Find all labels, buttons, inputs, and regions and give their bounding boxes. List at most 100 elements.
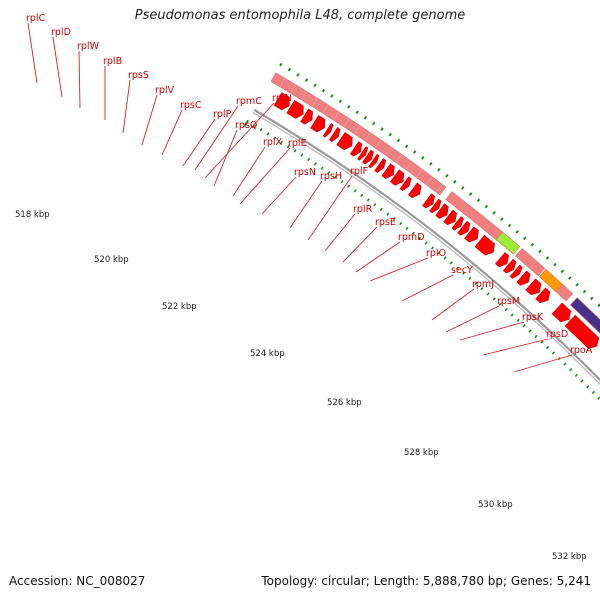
outer-tick [560, 269, 565, 274]
gene-arrow [509, 264, 523, 279]
outer-tick [530, 243, 535, 247]
gene-label: rpsD [546, 329, 568, 340]
scale-tick [411, 231, 415, 235]
scale-tick [468, 276, 472, 280]
gene-arrow [564, 314, 600, 349]
scale-tick [307, 157, 311, 162]
scale-tick [243, 119, 249, 127]
gene-arrow [429, 198, 442, 214]
outer-tick [404, 144, 409, 149]
gene-arrow [525, 278, 542, 296]
leader-line [431, 288, 475, 321]
scale-tick [353, 189, 357, 193]
outer-tick [468, 192, 473, 196]
leader-line [342, 226, 378, 263]
scale-tick [300, 153, 304, 157]
outer-tick [413, 150, 417, 154]
leader-line [445, 305, 500, 333]
leader-line [141, 94, 158, 146]
scale-tick [273, 136, 277, 140]
scale-tick [580, 379, 584, 383]
scale-labels: 518 kbp 520 kbp 522 kbp 524 kbp 526 kbp 528 k… [15, 210, 587, 562]
scale-tick [392, 217, 396, 221]
outer-tick [484, 204, 489, 209]
scale-tick [280, 140, 284, 144]
gene-arrow [457, 220, 471, 236]
cds-division [374, 139, 382, 149]
gene-label: rplN [272, 93, 292, 104]
gene-arrow [443, 209, 457, 226]
gene-arrow [374, 158, 387, 173]
gene-arrows [273, 92, 600, 349]
gene-arrow [310, 114, 326, 133]
outer-tick [388, 132, 392, 137]
scale-tick [591, 390, 595, 395]
outer-tick [553, 262, 557, 267]
gene-label: rpsH [320, 171, 342, 182]
gene-label: rplF [350, 166, 368, 177]
gene-label: rpmC [236, 96, 262, 107]
scale-tick [563, 362, 567, 366]
gene-label: rplX [263, 137, 283, 148]
scale-tick [546, 345, 550, 350]
leader-line [161, 109, 183, 156]
outer-tick [437, 167, 441, 172]
outer-tick [347, 104, 351, 109]
outer-tick [507, 223, 512, 228]
gene-label: rpsC [180, 100, 202, 111]
outer-tick [363, 116, 368, 120]
scale-tick [313, 162, 317, 166]
cds-division [343, 118, 350, 128]
gene-label: rplW [77, 41, 100, 52]
gene-arrow [502, 258, 517, 274]
gene-label: rplP [213, 109, 232, 120]
outer-tick [380, 127, 384, 131]
leader-line [324, 213, 356, 252]
outer-tick [538, 249, 542, 254]
scale-tick [320, 166, 324, 170]
scale-tick [498, 302, 502, 306]
cds-segment [495, 231, 521, 255]
gene-arrow [389, 169, 405, 186]
scale-tick [474, 281, 478, 286]
scale-tick [586, 385, 590, 389]
leader-line [213, 129, 238, 187]
leader-line [401, 274, 454, 302]
scale-tick [424, 241, 428, 245]
gene-label: rpsN [294, 167, 316, 178]
scale-tick [480, 286, 484, 291]
backbone-line [252, 111, 600, 386]
cds-division [322, 104, 329, 114]
label-leader-lines [27, 22, 573, 373]
cds-segment [555, 283, 574, 302]
scale-label: 530 kbp [478, 500, 513, 510]
accession-text: Accession: NC_008027 [9, 574, 146, 588]
gene-arrow [451, 216, 464, 231]
gene-arrow [328, 127, 341, 143]
scale-tick [293, 149, 297, 153]
scale-tick [504, 307, 508, 312]
scale-tick [449, 261, 453, 265]
gene-label: rplD [51, 27, 71, 38]
gene-arrow [336, 132, 353, 151]
scale-tick [360, 193, 364, 198]
cds-segment [270, 72, 447, 196]
scale-tick [333, 175, 337, 179]
leader-line [261, 176, 297, 215]
scale-tick [399, 221, 403, 226]
scale-tick [430, 246, 434, 250]
outer-tick [590, 296, 594, 301]
outer-tick [429, 162, 433, 166]
outer-tick [313, 83, 317, 88]
cds-division [425, 176, 433, 185]
outer-tick [500, 217, 504, 221]
scale-tick [266, 132, 270, 136]
outer-tick [492, 210, 496, 215]
scale-tick [340, 179, 344, 184]
leader-line [78, 50, 81, 109]
gene-arrow [422, 193, 436, 209]
leader-line [307, 175, 353, 241]
scale-tick [418, 236, 422, 240]
gene-arrow [551, 302, 572, 323]
outer-tick [445, 173, 449, 178]
